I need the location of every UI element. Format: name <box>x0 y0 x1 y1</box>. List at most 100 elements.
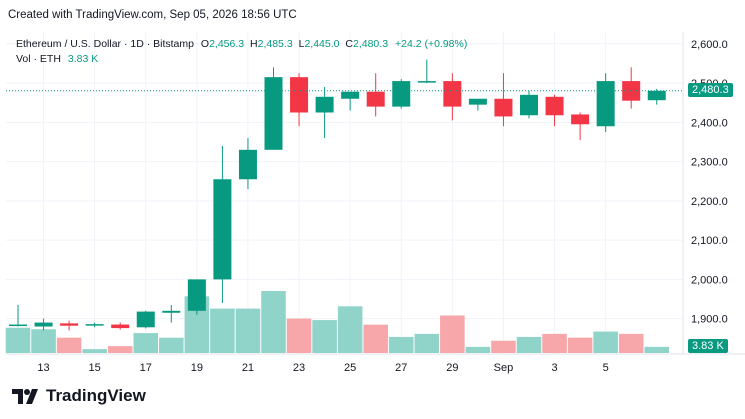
volume-bar <box>31 329 56 353</box>
volume-bar <box>82 349 107 353</box>
volume-bar <box>235 308 261 353</box>
time-axis[interactable]: 13 15 17 19 21 23 25 27 29 Sep 3 5 <box>37 362 608 374</box>
high-value: 2,485.3 <box>257 38 293 50</box>
candle-body <box>545 96 564 116</box>
candle-body <box>571 114 590 125</box>
volume-bar <box>542 333 567 353</box>
candle-body <box>85 324 104 326</box>
candle <box>34 318 53 331</box>
candle-body <box>9 324 27 327</box>
time-tick-label: 19 <box>191 362 203 374</box>
close-value: 2,480.3 <box>353 38 389 50</box>
price-tick-label: 2,300.0 <box>691 157 728 169</box>
volume-bar <box>133 333 159 353</box>
volume-bars <box>5 291 670 353</box>
high-label: H <box>250 38 258 50</box>
tradingview-brand[interactable]: TradingView <box>12 386 146 406</box>
volume-bar <box>388 336 414 353</box>
low-label: L <box>298 38 305 50</box>
candle-body <box>111 324 130 329</box>
symbol-title[interactable]: Ethereum / U.S. Dollar · 1D · Bitstamp <box>16 38 194 50</box>
price-tick-label: 1,900.0 <box>691 314 728 326</box>
candle-body <box>238 149 257 180</box>
symbol-legend: Ethereum / U.S. Dollar · 1D · Bitstamp O… <box>16 38 467 50</box>
candle-body <box>162 310 181 313</box>
candle <box>596 73 615 133</box>
candle-body <box>264 77 283 150</box>
time-tick-label: 27 <box>395 362 407 374</box>
price-tick-label: 2,000.0 <box>691 274 728 286</box>
time-tick-label: 13 <box>37 362 49 374</box>
last-price-badge: 2,480.3 <box>688 82 733 97</box>
tradingview-logo-icon <box>12 389 38 404</box>
volume-bar <box>56 337 82 353</box>
volume-bar <box>312 320 337 353</box>
candle <box>341 91 360 111</box>
candle <box>187 279 206 315</box>
candle-body <box>34 322 53 327</box>
time-tick-label: 25 <box>344 362 356 374</box>
candle <box>238 138 257 190</box>
time-tick-label: 5 <box>603 362 609 374</box>
candle-body <box>596 81 615 127</box>
volume-label[interactable]: Vol · ETH <box>16 53 61 65</box>
time-tick-label: 17 <box>140 362 152 374</box>
price-tick-label: 2,100.0 <box>691 235 728 247</box>
time-tick-label: Sep <box>494 362 514 374</box>
candle-body <box>622 81 641 101</box>
open-label: O <box>200 38 210 50</box>
candles <box>9 59 666 331</box>
candle <box>315 86 334 139</box>
candle <box>520 90 538 119</box>
volume-bar <box>414 333 440 353</box>
time-tick-label: 21 <box>242 362 254 374</box>
change-value: +24.2 (+0.98%) <box>394 38 468 50</box>
price-tick-label: 2,200.0 <box>691 196 728 208</box>
candle <box>162 304 181 323</box>
candle-body <box>417 81 436 83</box>
candle <box>443 73 462 121</box>
candle-body <box>213 179 232 280</box>
volume-bar <box>491 340 516 353</box>
volume-bar <box>261 291 286 353</box>
volume-bar <box>516 336 542 353</box>
candle-body <box>315 96 334 113</box>
volume-legend: Vol · ETH 3.83 K <box>16 53 98 65</box>
volume-value: 3.83 K <box>67 53 99 65</box>
candle <box>213 145 232 303</box>
candle <box>392 79 411 109</box>
time-tick-label: 15 <box>89 362 101 374</box>
candle-body <box>443 81 462 107</box>
created-with-text: Created with TradingView.com, Sep 05, 20… <box>8 9 297 21</box>
price-tick-label: 2,400.0 <box>691 117 728 129</box>
time-tick-label: 29 <box>446 362 458 374</box>
candle-body <box>60 323 79 326</box>
candle <box>545 94 564 127</box>
brand-name: TradingView <box>46 386 146 405</box>
candle <box>417 59 436 84</box>
open-value: 2,456.3 <box>209 38 245 50</box>
grid-lines <box>6 32 683 354</box>
candle-body <box>392 81 411 107</box>
candle <box>468 98 487 111</box>
candle-body <box>366 91 385 107</box>
candle <box>85 322 104 328</box>
candle-body <box>647 90 666 101</box>
volume-bar <box>5 327 31 353</box>
volume-bar <box>440 315 465 353</box>
low-value: 2,445.0 <box>304 38 340 50</box>
candle-body <box>290 77 309 113</box>
candle-body <box>136 311 155 328</box>
time-tick-label: 23 <box>293 362 305 374</box>
candle <box>60 320 79 331</box>
candle <box>111 322 130 330</box>
volume-bar <box>210 308 235 353</box>
candle <box>571 112 590 140</box>
volume-bar <box>286 318 312 353</box>
price-axis[interactable]: 2,600.02,500.02,400.02,300.02,200.02,100… <box>691 39 728 326</box>
volume-bar <box>593 331 618 353</box>
candle-body <box>494 98 513 117</box>
candle <box>647 88 666 105</box>
candle <box>136 310 155 329</box>
